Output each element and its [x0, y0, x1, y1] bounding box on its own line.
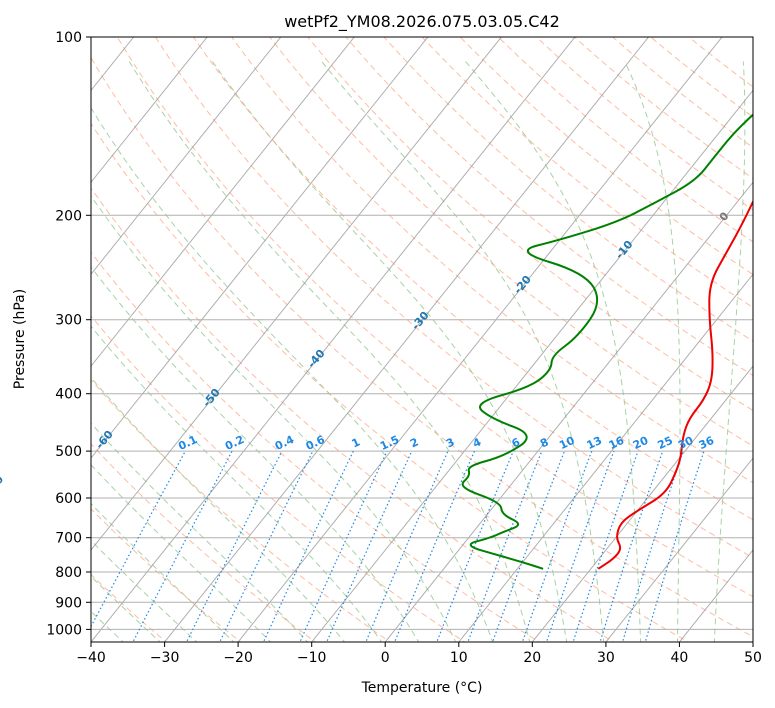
mixing-ratio-label: 13 [585, 434, 604, 452]
sounding-profiles [461, 113, 753, 570]
mixing-ratio-line [644, 450, 705, 642]
dry-adiabat [91, 187, 615, 642]
dry-adiabats [91, 37, 753, 642]
isotherm-line [237, 37, 723, 642]
y-tick-label: 100 [55, 30, 82, 46]
mixing-ratio-line [436, 450, 514, 642]
mixing-ratio-lines [91, 450, 705, 642]
x-tick-label: 20 [523, 650, 541, 666]
y-tick-label: 900 [55, 595, 82, 611]
dry-adiabat [269, 37, 753, 447]
y-axis-title: Pressure (hPa) [12, 289, 28, 389]
isotherm-line [91, 37, 355, 367]
moist-adiabat [91, 539, 198, 642]
isotherm-line [91, 37, 502, 551]
y-tick-label: 200 [55, 208, 82, 224]
mixing-ratio-line [492, 450, 566, 642]
mixing-ratio-line [394, 450, 476, 642]
moist-adiabat [91, 464, 272, 642]
x-tick-label: 10 [450, 650, 468, 666]
isotherm-label: -70 [0, 473, 6, 497]
mixing-ratio-line [91, 450, 186, 628]
isotherm-line [384, 181, 753, 642]
dry-adiabat [497, 37, 753, 243]
x-tick-label: −20 [223, 650, 253, 666]
isotherm-line [91, 37, 576, 642]
mixing-ratio-line [545, 450, 615, 642]
plot-frame [90, 36, 754, 643]
mixing-ratio-label: 30 [676, 434, 696, 452]
moist-adiabat [91, 422, 309, 642]
isotherm-line [91, 37, 282, 276]
isotherm-line [458, 273, 753, 642]
chart-title: wetPf2_YM08.2026.075.03.05.C42 [284, 12, 560, 32]
moist-adiabat [91, 575, 161, 642]
dry-adiabat [91, 379, 391, 642]
mixing-ratio-line [262, 450, 354, 642]
dry-adiabat [91, 251, 541, 642]
x-tick-label: 0 [381, 650, 390, 666]
mixing-ratio-line [521, 450, 593, 642]
x-tick-label: 30 [597, 650, 615, 666]
mixing-ratio-label: 36 [697, 434, 717, 452]
x-axis-title: Temperature (°C) [361, 680, 483, 696]
x-tick-label: −40 [76, 650, 106, 666]
y-tick-label: 300 [55, 313, 82, 329]
mixing-ratio-label: 25 [656, 434, 675, 452]
line-labels: 0.10.20.40.611.52346810131620253036-100-… [0, 209, 732, 497]
y-axis: 1000 900 800 700 600 500 400 300 200 100 [46, 30, 91, 638]
mixing-ratio-label: 10 [557, 434, 577, 452]
temperature-profile [597, 199, 753, 570]
moist-adiabat [91, 502, 235, 642]
dry-adiabat [535, 37, 753, 211]
pressure-gridlines [91, 37, 753, 630]
dry-adiabat [91, 443, 317, 642]
dewpoint-profile [461, 113, 753, 570]
mixing-ratio-line [132, 450, 233, 642]
dry-adiabat [421, 37, 753, 309]
dry-adiabat [192, 37, 753, 521]
y-tick-label: 1000 [46, 622, 82, 638]
mixing-ratio-line [621, 450, 684, 642]
moist-adiabat [91, 266, 420, 642]
y-tick-label: 800 [55, 565, 82, 581]
dry-adiabat [116, 37, 753, 598]
mixing-ratio-label: 20 [631, 434, 651, 452]
y-tick-label: 500 [55, 444, 82, 460]
isotherm-line [531, 365, 753, 642]
isotherms [91, 37, 753, 642]
x-axis: −40 −30 −20 −10 0 10 20 30 40 50 [76, 642, 762, 666]
mixing-ratio-label: 16 [607, 434, 627, 452]
x-tick-label: 40 [670, 650, 688, 666]
moist-adiabat [91, 376, 346, 642]
mixing-ratio-line [467, 450, 543, 642]
y-tick-label: 700 [55, 531, 82, 547]
isotherm-line [605, 457, 753, 642]
x-tick-label: −10 [297, 650, 327, 666]
dry-adiabat [154, 37, 753, 559]
isotherm-line [91, 37, 429, 459]
dry-adiabat [91, 56, 753, 638]
isotherm-line [311, 89, 753, 642]
moist-adiabat [91, 325, 383, 642]
dry-adiabat [459, 37, 753, 276]
y-tick-label: 600 [55, 491, 82, 507]
mixing-ratio-line [599, 450, 664, 642]
isotherm-line [91, 37, 208, 184]
x-tick-label: 50 [744, 650, 762, 666]
y-tick-label: 400 [55, 387, 82, 403]
dry-adiabat [307, 37, 753, 411]
isotherm-line [164, 37, 649, 642]
x-tick-label: −30 [150, 650, 180, 666]
mixing-ratio-line [572, 450, 639, 642]
